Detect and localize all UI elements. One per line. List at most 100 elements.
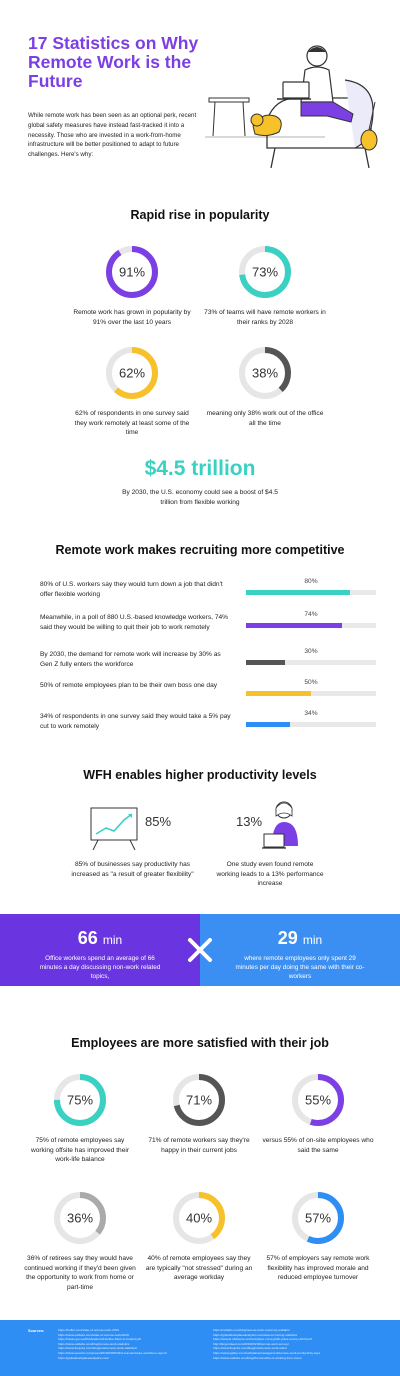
ring-arc [106, 246, 158, 298]
source-link[interactable]: https://assets.ctfassets.net/workplace-s… [213, 1337, 312, 1342]
productivity-right-caption: One study even found remote working lead… [216, 861, 324, 888]
band-right-panel: 29 min where remote employees only spent… [200, 914, 400, 986]
stat-ring: 57% [292, 1192, 344, 1244]
ring-arc [239, 347, 291, 399]
stat-ring: 91% [106, 246, 158, 298]
sources-right-list: https://owllabs.com/blog/remote-work-rep… [213, 1328, 378, 1360]
source-link[interactable]: https://ideas.gov.au/Publications/Flexib… [58, 1337, 141, 1342]
stat-ring: 40% [173, 1192, 225, 1244]
bar-track [246, 660, 376, 665]
bar-description: Meanwhile, in a poll of 880 U.S.-based k… [40, 614, 229, 631]
bar-track [246, 691, 376, 696]
productivity-left-caption: 85% of businesses say productivity has i… [71, 861, 194, 878]
bar-fill [246, 691, 311, 696]
ring-label: 57% [305, 1211, 331, 1226]
satisfaction-heading: Employees are more satisfied with their … [71, 1036, 329, 1050]
bar-track [246, 623, 376, 628]
growth-chart-icon [90, 807, 138, 850]
bar-label: 30% [304, 648, 318, 655]
source-link[interactable]: https://www.gallup.com/workplace/managem… [213, 1350, 321, 1355]
source-link[interactable]: https://www.upwork.com/press/2019/03/05/… [58, 1350, 167, 1355]
band-right-value: 29 min [200, 928, 400, 949]
stat-caption: 71% of remote workers say they're happy … [148, 1137, 250, 1154]
ring-arc [173, 1074, 225, 1126]
bar-fill [246, 590, 350, 595]
sources-footer: Sources: https://buffer.com/state-of-rem… [0, 1320, 400, 1376]
ring-label: 38% [252, 366, 278, 381]
source-link[interactable]: https://www.owllabs.com/state-of-remote-… [58, 1332, 129, 1337]
ring-arc [173, 1192, 225, 1244]
stat-caption: Remote work has grown in popularity by 9… [73, 309, 191, 326]
recruiting-heading: Remote work makes recruiting more compet… [55, 543, 345, 557]
source-link[interactable]: https://www.flexjobs.com/blog/post/remot… [58, 1346, 138, 1351]
band-left-panel: 66 min Office workers spend an average o… [0, 914, 200, 986]
bar-track [246, 722, 376, 727]
band-right-number: 29 [277, 928, 298, 948]
bar-description: 50% of remote employees plan to be their… [40, 682, 218, 689]
stat-caption: meaning only 38% work out of the office … [206, 410, 324, 427]
band-left-number: 66 [77, 928, 98, 948]
ring-label: 73% [252, 265, 278, 280]
productivity-right-pct: 13% [236, 814, 263, 829]
ring-arc [292, 1192, 344, 1244]
popularity-heading: Rapid rise in popularity [130, 208, 270, 222]
band-right-unit: min [302, 933, 323, 947]
big-number: $4.5 trillion [144, 457, 256, 480]
stat-ring: 62% [106, 347, 158, 399]
bar-label: 34% [304, 710, 318, 717]
band-left-unit: min [102, 933, 123, 947]
source-link[interactable]: https://globalworkplaceanalytics.com/ [58, 1355, 110, 1360]
bar-label: 74% [304, 611, 318, 618]
source-link[interactable]: https://buffer.com/state-of-remote-work-… [58, 1328, 119, 1332]
stat-ring: 55% [292, 1074, 344, 1126]
ring-arc [54, 1074, 106, 1126]
ring-label: 40% [186, 1211, 212, 1226]
remote-worker-illustration [205, 45, 378, 169]
ring-arc [292, 1074, 344, 1126]
stat-caption: 73% of teams will have remote workers in… [204, 309, 326, 326]
ring-label: 71% [186, 1093, 212, 1108]
bar-label: 50% [304, 679, 318, 686]
bar-label: 80% [304, 578, 318, 585]
bar-track [246, 590, 376, 595]
ring-arc [106, 347, 158, 399]
band-left-value: 66 min [0, 928, 200, 949]
bar-description: 80% of U.S. workers say they would turn … [40, 581, 223, 598]
bar-description: By 2030, the demand for remote work will… [40, 651, 221, 668]
ring-label: 55% [305, 1093, 331, 1108]
ring-label: 75% [67, 1093, 93, 1108]
source-link[interactable]: https://www.owllabs.com/blog/the-benefit… [213, 1355, 302, 1360]
stat-caption: versus 55% of on-site employees who said… [262, 1137, 374, 1154]
ring-arc [54, 1192, 106, 1244]
ring-label: 36% [67, 1211, 93, 1226]
productivity-left-pct: 85% [145, 814, 172, 829]
source-link[interactable]: https://www.flexjobs.com/blog/post/remot… [213, 1346, 287, 1351]
stat-caption: 75% of remote employees say working offs… [30, 1137, 130, 1164]
bar-description: 34% of respondents in one survey said th… [40, 713, 231, 730]
source-link[interactable]: https://www.owllabs.com/blog/remote-work… [58, 1341, 130, 1346]
stat-caption: 57% of employers say remote work flexibi… [266, 1255, 370, 1282]
source-link[interactable]: https://owllabs.com/blog/remote-work-rep… [213, 1328, 290, 1332]
band-left-caption: Office workers spend an average of 66 mi… [39, 955, 161, 981]
stat-ring: 73% [239, 246, 291, 298]
page-title: 17 Statistics on Why Remote Work is the … [28, 33, 199, 91]
stat-ring: 38% [239, 347, 291, 399]
stat-caption: 36% of retirees say they would have cont… [24, 1255, 136, 1291]
big-number-caption: By 2030, the U.S. economy could see a bo… [122, 489, 278, 506]
stat-ring: 36% [54, 1192, 106, 1244]
sources-label: Sources: [28, 1329, 45, 1333]
ring-label: 62% [119, 366, 145, 381]
band-right-caption: where remote employees only spent 29 min… [235, 955, 365, 981]
stat-caption: 40% of remote employees say they are typ… [145, 1255, 253, 1282]
ring-label: 91% [119, 265, 145, 280]
ring-arc [239, 246, 291, 298]
stat-ring: 75% [54, 1074, 106, 1126]
source-link[interactable]: http://blog.indeed.com/2019/03/18/remote… [213, 1341, 289, 1346]
stat-ring: 71% [173, 1074, 225, 1126]
source-link[interactable]: https://globalworkplaceanalytics.com/tel… [213, 1332, 298, 1337]
stat-caption: 62% of respondents in one survey said th… [74, 410, 190, 437]
bar-fill [246, 660, 285, 665]
person-laptop-icon [262, 801, 298, 849]
sources-left-list: https://buffer.com/state-of-remote-work-… [58, 1328, 206, 1360]
times-icon [188, 938, 212, 962]
